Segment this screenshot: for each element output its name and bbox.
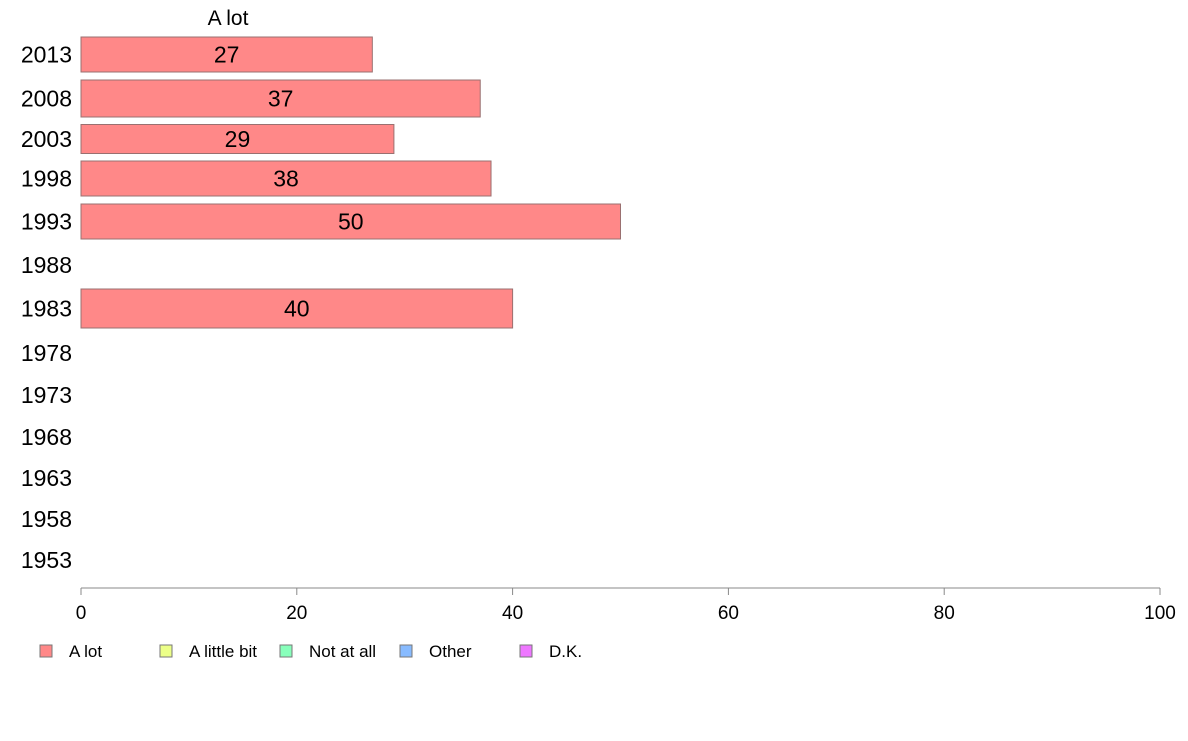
y-tick-label: 1953 xyxy=(21,547,72,573)
bar-value-label: 38 xyxy=(273,166,299,192)
legend-swatch xyxy=(39,644,53,658)
x-tick-label: 60 xyxy=(718,603,739,624)
bar-value-label: 40 xyxy=(284,296,310,322)
legend-label: D.K. xyxy=(549,642,582,661)
bar-value-label: 29 xyxy=(225,126,251,152)
y-tick-label: 1968 xyxy=(21,424,72,450)
bar-value-label: 27 xyxy=(214,42,240,68)
y-tick-label: 2003 xyxy=(21,126,72,152)
x-axis: 0 20 40 60 80 100 xyxy=(76,587,1176,624)
legend-swatch xyxy=(159,644,173,658)
legend-label: Other xyxy=(429,642,472,661)
chart-title: A lot xyxy=(208,7,249,30)
x-tick-label: 80 xyxy=(934,603,955,624)
y-axis-labels: 2013 2008 2003 1998 1993 1988 1983 1978 1973 1968… xyxy=(21,42,72,574)
legend-label: A lot xyxy=(69,642,102,661)
x-tick-label: 0 xyxy=(76,603,87,624)
y-tick-label: 2013 xyxy=(21,42,72,68)
bar-value-label: 50 xyxy=(338,209,364,235)
legend: A lot A little bit Not at all Other D.K. xyxy=(39,642,582,661)
bar xyxy=(80,203,621,240)
bars xyxy=(80,36,621,329)
legend-label: Not at all xyxy=(309,642,376,661)
y-tick-label: 1958 xyxy=(21,506,72,532)
x-tick-label: 100 xyxy=(1144,603,1176,624)
legend-swatch xyxy=(279,644,293,658)
y-tick-label: 2008 xyxy=(21,86,72,112)
bar-value-labels: 27 37 29 38 50 40 xyxy=(214,42,364,322)
y-tick-label: 1978 xyxy=(21,340,72,366)
y-tick-label: 1983 xyxy=(21,296,72,322)
y-tick-label: 1963 xyxy=(21,465,72,491)
bar xyxy=(80,79,481,118)
bar xyxy=(80,36,373,73)
y-tick-label: 1993 xyxy=(21,209,72,235)
legend-swatch xyxy=(519,644,533,658)
legend-swatch xyxy=(399,644,413,658)
bar xyxy=(80,288,514,329)
x-tick-label: 40 xyxy=(502,603,523,624)
y-tick-label: 1973 xyxy=(21,382,72,408)
y-tick-label: 1988 xyxy=(21,252,72,278)
bar xyxy=(80,124,395,154)
bar xyxy=(80,160,492,197)
legend-label: A little bit xyxy=(189,642,257,661)
bar-value-label: 37 xyxy=(268,86,294,112)
x-tick-label: 20 xyxy=(286,603,307,624)
y-tick-label: 1998 xyxy=(21,166,72,192)
